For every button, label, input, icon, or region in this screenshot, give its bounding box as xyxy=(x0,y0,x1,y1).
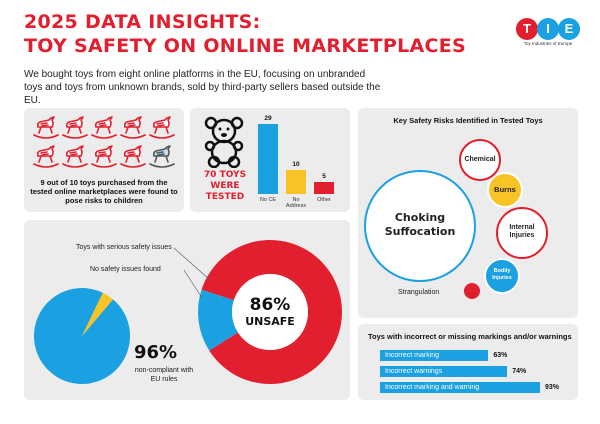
horse-panel: 9 out of 10 toys purchased from the test… xyxy=(24,108,184,212)
toys-tested-label: 70 TOYS WERE TESTED xyxy=(194,170,256,203)
bar-value-2: 5 xyxy=(322,172,326,180)
rocking-horse-icon xyxy=(91,145,117,168)
marking-value-1: 74% xyxy=(512,368,527,375)
toys-tested-line-1: 70 TOYS xyxy=(203,170,247,180)
choking-line-1: Choking xyxy=(394,211,446,224)
teddy-bear-icon xyxy=(204,116,244,168)
rocking-horse-icon xyxy=(62,116,88,139)
rocking-horse-icon xyxy=(120,116,146,139)
toys-tested-panel: 70 TOYS WERE TESTED 29 No CE 10 No Address 5… xyxy=(190,108,350,212)
donut-slice-0 xyxy=(201,239,342,384)
chemical-label: Chemical xyxy=(464,156,496,163)
choking-line-2: Suffocation xyxy=(384,225,456,238)
rocking-horse-icon xyxy=(120,145,146,168)
unsafe-donut-chart xyxy=(34,239,342,384)
bodily-label: Bodily Injuries xyxy=(484,268,520,282)
internal-line-1: Internal xyxy=(509,224,535,231)
rocking-horse-grid xyxy=(32,114,178,172)
logo-letter-i: I xyxy=(537,18,559,40)
bar-label-1: No Address xyxy=(285,197,307,209)
bar-2 xyxy=(314,181,334,194)
tie-logo: T I E Toy Industries of Europe xyxy=(516,18,580,58)
rocking-horse-icon xyxy=(91,116,117,139)
toys-tested-line-2: WERE xyxy=(210,181,240,191)
donut-slice-1 xyxy=(198,289,238,351)
donut-legend-unsafe: Toys with serious safety issues xyxy=(76,244,172,251)
toys-tested-line-3: TESTED xyxy=(205,192,245,202)
bar-label-0: No CE xyxy=(259,197,277,203)
pie-value: 96% xyxy=(134,342,178,363)
internal-line-2: Injuries xyxy=(509,232,535,239)
safety-results-panel: 86% UNSAFE Toys with serious safety issu… xyxy=(24,220,350,400)
pie-slice-1 xyxy=(82,292,113,336)
marking-bar-2: Incorrect marking and warning xyxy=(380,382,540,393)
title-line-1: 2025 DATA INSIGHTS: xyxy=(24,11,261,33)
risks-title: Key Safety Risks Identified in Tested To… xyxy=(393,116,543,125)
choking-bubble xyxy=(364,170,476,282)
bodily-line-1: Bodily xyxy=(493,268,511,274)
issues-bar-chart: 29 No CE 10 No Address 5 Other xyxy=(252,108,348,212)
donut-center-text: 86% UNSAFE xyxy=(230,295,310,329)
internal-label: Internal Injuries xyxy=(498,224,546,240)
markings-panel: Toys with incorrect or missing markings … xyxy=(358,324,578,400)
chemical-bubble xyxy=(459,139,501,181)
logo-letter-e: E xyxy=(558,18,580,40)
bar-1 xyxy=(286,169,306,194)
rocking-horse-icon xyxy=(149,145,175,168)
donut-center-label: UNSAFE xyxy=(245,315,295,328)
title-line-2: TOY SAFETY ON ONLINE MARKETPLACES xyxy=(24,35,467,57)
rocking-horse-icon xyxy=(33,116,59,139)
donut-leader-unsafe xyxy=(173,247,211,281)
pie-caption: non-compliant with EU rules xyxy=(134,367,194,383)
donut-legend-safe: No safety issues found xyxy=(90,266,161,273)
intro-text: We bought toys from eight online platfor… xyxy=(24,69,381,106)
marking-value-0: 63% xyxy=(493,352,508,359)
markings-title: Toys with incorrect or missing markings … xyxy=(368,332,572,341)
logo-letter-t: T xyxy=(516,18,538,40)
marking-value-2: 93% xyxy=(544,384,559,391)
bar-0 xyxy=(258,124,278,194)
rocking-horse-icon xyxy=(62,145,88,168)
markings-bar-chart: Incorrect marking 63% Incorrect warnings 74… xyxy=(358,324,578,400)
bodily-line-2: Injuries xyxy=(492,275,512,281)
marking-bar-1: Incorrect warnings xyxy=(380,366,508,377)
strangulation-bubble xyxy=(464,283,480,299)
rocking-horse-icon xyxy=(33,145,59,168)
risks-bubbles xyxy=(364,139,548,299)
donut-leader-safe xyxy=(183,269,203,299)
risks-panel: Key Safety Risks Identified in Tested To… xyxy=(358,108,578,318)
rocking-horse-icon xyxy=(149,116,175,139)
logo-tagline: Toy Industries of Europe xyxy=(523,41,573,46)
bar-value-1: 10 xyxy=(292,160,300,168)
horse-caption: 9 out of 10 toys purchased from the test… xyxy=(30,178,178,205)
donut-center-value: 86% xyxy=(249,295,291,315)
choking-label: Choking Suffocation xyxy=(370,211,470,239)
bodily-bubble xyxy=(484,258,520,294)
bar-label-2: Other xyxy=(317,197,331,203)
internal-bubble xyxy=(496,207,548,259)
marking-bar-0: Incorrect marking xyxy=(380,350,489,361)
burns-label: Burns xyxy=(494,185,516,194)
burns-bubble xyxy=(487,172,523,208)
donut-hole xyxy=(232,274,308,350)
bar-value-0: 29 xyxy=(264,115,272,122)
strangulation-label: Strangulation xyxy=(398,289,440,296)
